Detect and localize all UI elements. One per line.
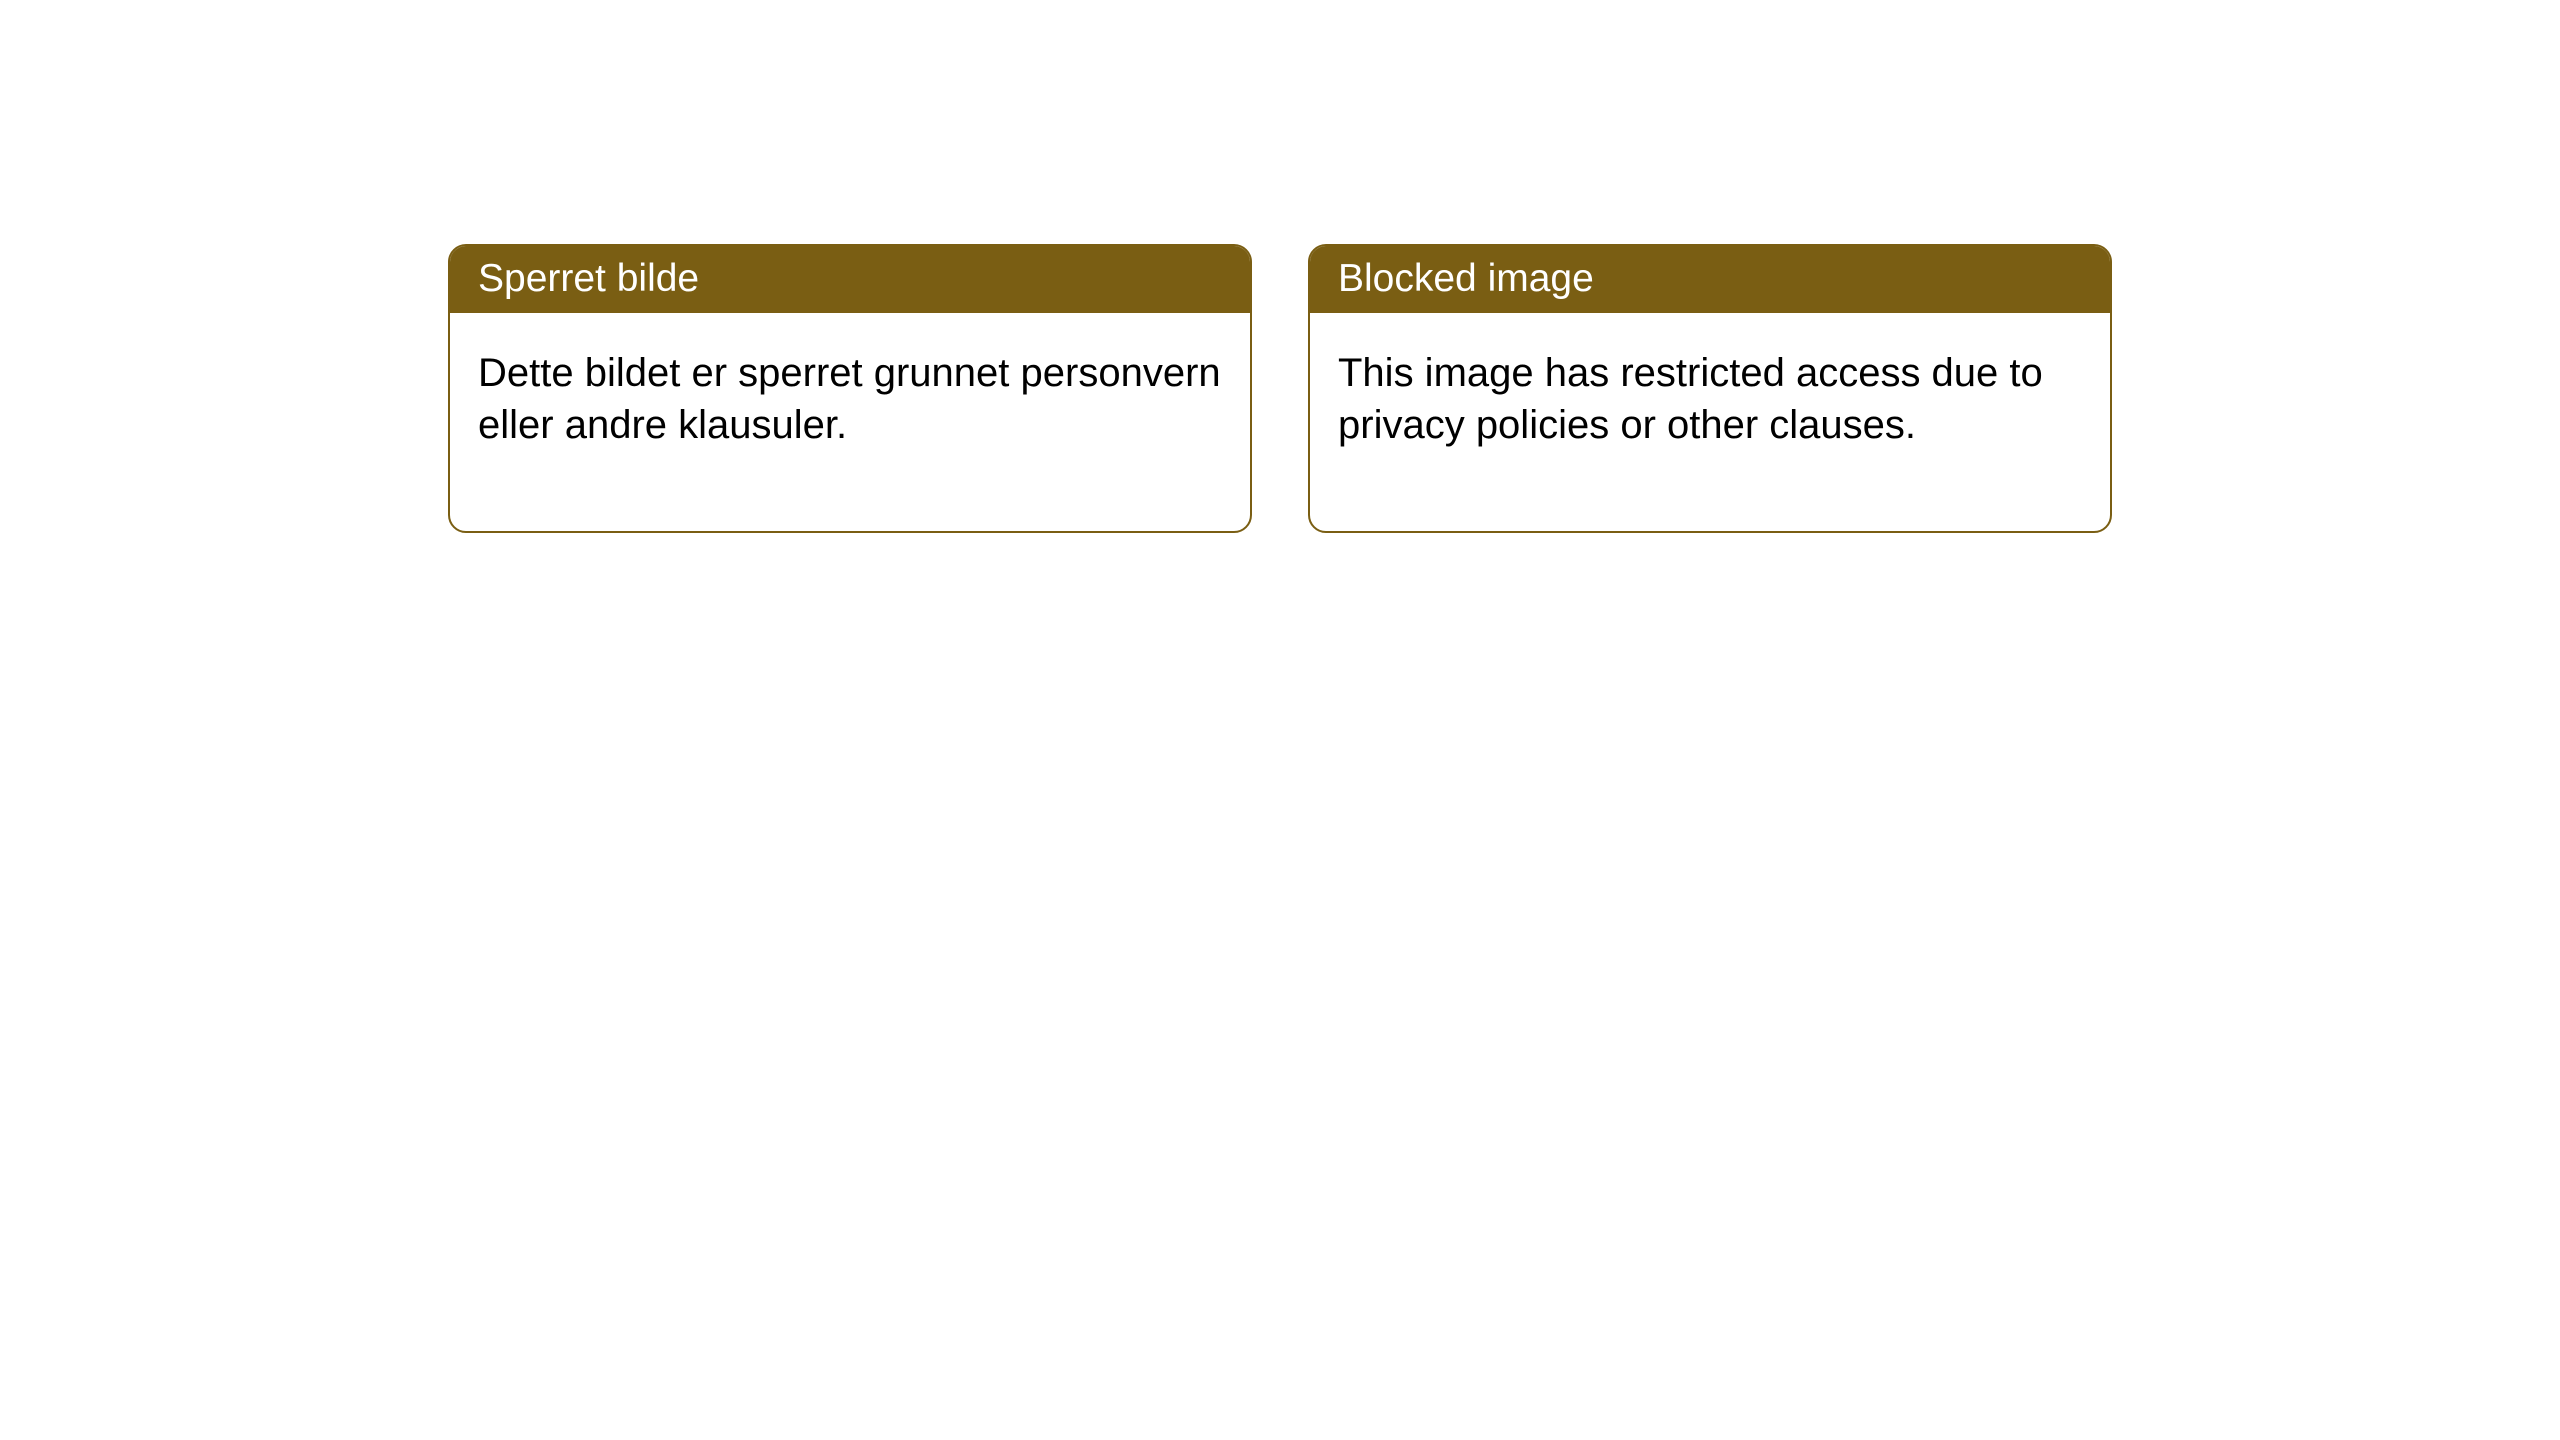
notice-container: Sperret bilde Dette bildet er sperret gr…: [0, 0, 2560, 533]
blocked-image-card-no: Sperret bilde Dette bildet er sperret gr…: [448, 244, 1252, 533]
blocked-image-card-en: Blocked image This image has restricted …: [1308, 244, 2112, 533]
card-body-no: Dette bildet er sperret grunnet personve…: [450, 313, 1250, 531]
card-header-no: Sperret bilde: [450, 246, 1250, 313]
card-body-en: This image has restricted access due to …: [1310, 313, 2110, 531]
card-header-en: Blocked image: [1310, 246, 2110, 313]
